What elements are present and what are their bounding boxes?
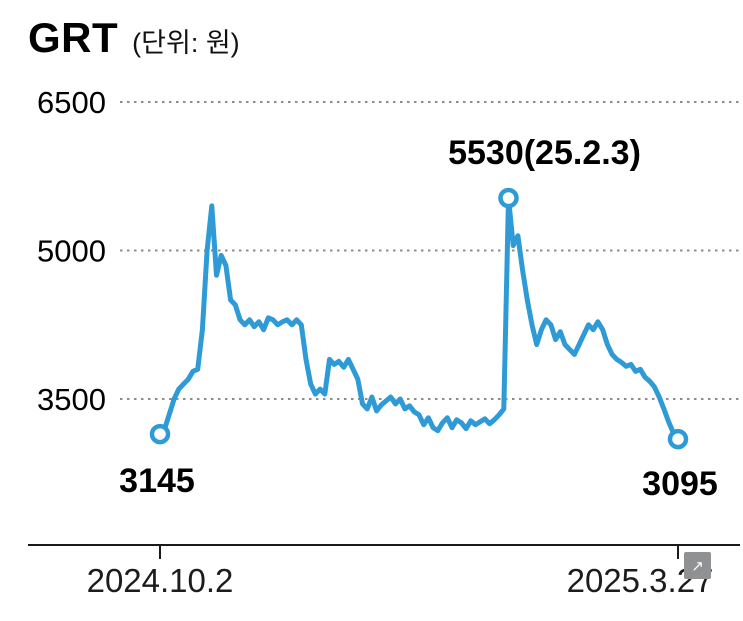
data-point-marker — [667, 428, 689, 450]
chart-header: GRT (단위: 원) — [28, 14, 240, 62]
price-line-path — [157, 195, 681, 442]
expand-chart-button[interactable]: ↗ — [684, 552, 711, 579]
y-axis-tick-label: 6500 — [37, 85, 106, 120]
price-line — [157, 195, 681, 442]
expand-arrow-icon: ↗ — [691, 557, 704, 575]
value-annotation: 5530(25.2.3) — [448, 134, 641, 172]
annotations: 3145 5530(25.2.3) 3095 — [119, 134, 718, 503]
y-axis-tick-label: 3500 — [37, 382, 106, 417]
value-annotation: 3145 — [119, 462, 195, 500]
data-point-marker — [149, 423, 171, 445]
chart-title: GRT — [28, 14, 119, 61]
data-point-markers — [149, 187, 689, 450]
y-axis-tick-label: 5000 — [37, 234, 106, 269]
chart-unit-label: (단위: 원) — [132, 28, 240, 58]
value-annotation: 3095 — [642, 465, 718, 503]
x-axis: 2024.10.2 2025.3.27 — [28, 544, 740, 599]
data-point-marker — [498, 187, 519, 209]
gridlines: 6500 5000 3500 — [37, 85, 740, 417]
x-axis-tick-label: 2024.10.2 — [87, 562, 234, 599]
